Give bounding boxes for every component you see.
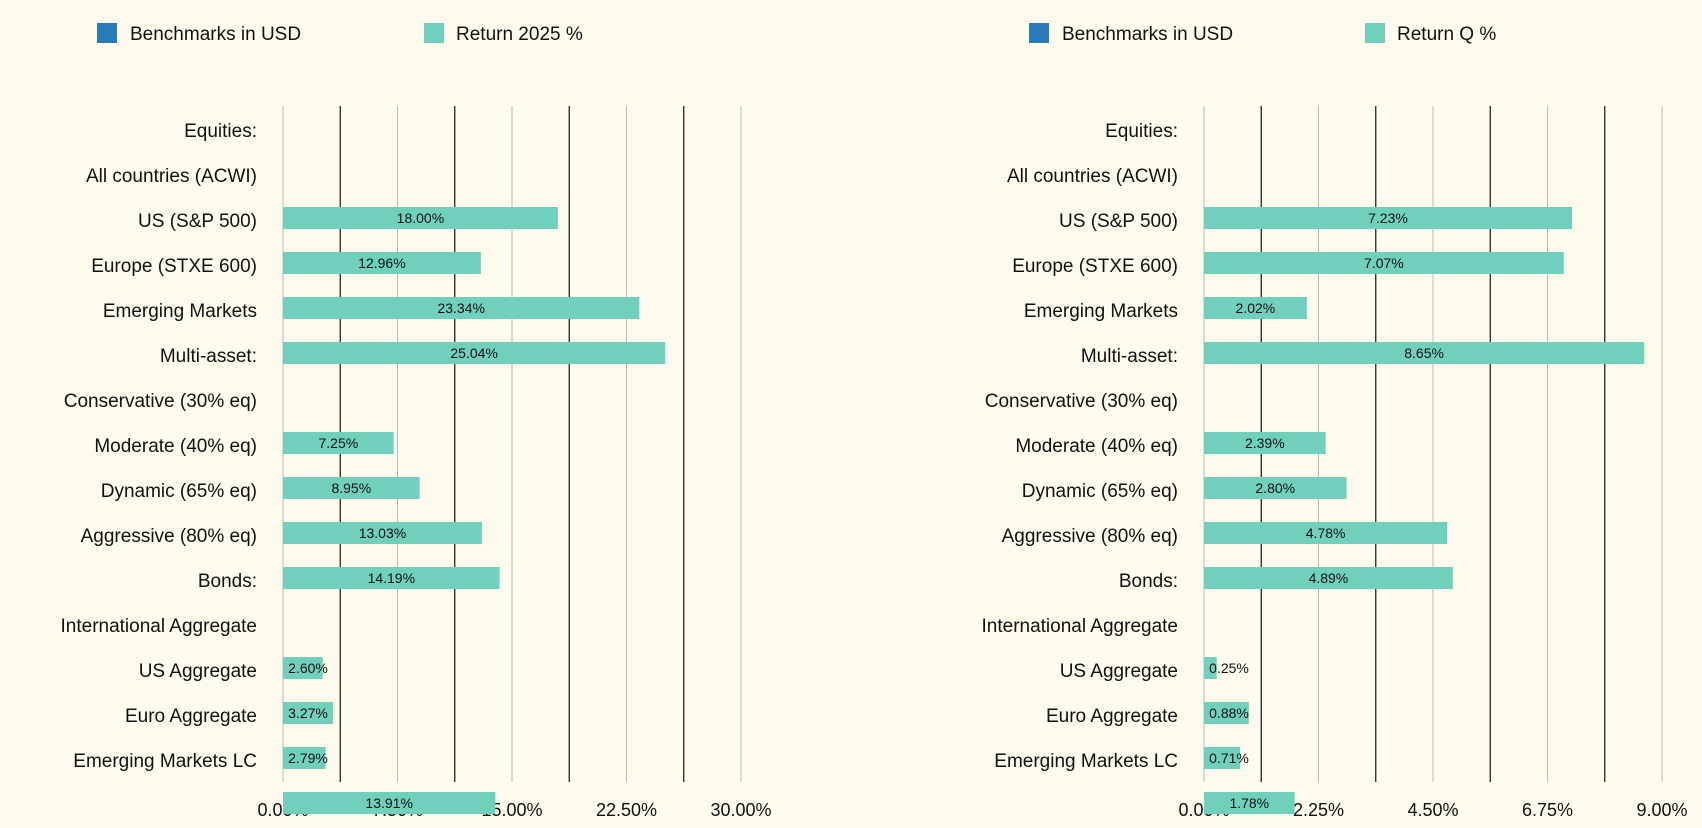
bar — [283, 297, 640, 319]
category-label: Bonds: — [1119, 571, 1178, 592]
bar-data-label: 1.78% — [1229, 795, 1269, 811]
x-tick-label: 2.25% — [1293, 800, 1344, 820]
bar — [283, 522, 482, 544]
bar-data-label: 8.65% — [1404, 345, 1444, 361]
bar-data-label: 0.88% — [1209, 705, 1249, 721]
category-label: Equities: — [184, 121, 257, 142]
bar-data-label: 14.19% — [368, 570, 415, 586]
x-tick-label: 6.75% — [1522, 800, 1573, 820]
category-label: Euro Aggregate — [1046, 706, 1178, 727]
category-label: Bonds: — [198, 571, 257, 592]
bar-data-label: 18.00% — [397, 210, 444, 226]
x-tick-label: 4.50% — [1407, 800, 1458, 820]
bar — [283, 702, 333, 724]
bar — [283, 792, 496, 814]
bar — [1204, 477, 1347, 499]
bar-data-label: 2.39% — [1245, 435, 1285, 451]
bar-data-label: 13.91% — [365, 795, 412, 811]
bar — [283, 477, 420, 499]
chart-2-legend: Benchmarks in USD Return Q % — [1029, 23, 1496, 45]
category-label: Moderate (40% eq) — [1015, 436, 1178, 457]
bar — [283, 432, 394, 454]
category-label: International Aggregate — [982, 616, 1179, 637]
category-label: Multi-asset: — [1081, 346, 1178, 367]
bar — [283, 207, 558, 229]
bar-data-label: 12.96% — [358, 255, 405, 271]
bar — [1204, 252, 1564, 274]
bar — [1204, 792, 1295, 814]
legend-label-return: Return 2025 % — [456, 24, 583, 45]
category-label: Multi-asset: — [160, 346, 257, 367]
bar-data-label: 2.02% — [1236, 300, 1276, 316]
x-tick-label: 15.00% — [481, 800, 542, 820]
bar — [283, 567, 500, 589]
category-label: Aggressive (80% eq) — [1002, 526, 1178, 547]
chart-1-legend: Benchmarks in USD Return 2025 % — [97, 23, 583, 45]
category-label: All countries (ACWI) — [86, 166, 257, 187]
legend-swatch-benchmarks — [97, 23, 117, 43]
bar-data-label: 8.95% — [331, 480, 371, 496]
category-label: Euro Aggregate — [125, 706, 257, 727]
bar — [1204, 567, 1453, 589]
category-label: Equities: — [1105, 121, 1178, 142]
bar — [283, 342, 666, 364]
legend-swatch-return — [424, 23, 444, 43]
bar-data-label: 4.78% — [1306, 525, 1346, 541]
category-label: Conservative (30% eq) — [64, 391, 257, 412]
category-label: US Aggregate — [1060, 661, 1178, 682]
bar-data-label: 13.03% — [359, 525, 406, 541]
bar — [1204, 432, 1326, 454]
bar-data-label: 7.23% — [1368, 210, 1408, 226]
category-label: Moderate (40% eq) — [94, 436, 257, 457]
category-label: Emerging Markets — [103, 301, 257, 322]
category-label: Emerging Markets — [1024, 301, 1178, 322]
bar — [1204, 747, 1241, 769]
bar-data-label: 3.27% — [288, 705, 328, 721]
bar — [283, 747, 326, 769]
bar — [1204, 342, 1645, 364]
bar — [1204, 702, 1249, 724]
category-label: Dynamic (65% eq) — [1022, 481, 1178, 502]
x-tick-label: 30.00% — [710, 800, 771, 820]
category-label: Aggressive (80% eq) — [81, 526, 257, 547]
legend-label-benchmarks: Benchmarks in USD — [1062, 24, 1233, 45]
category-label: Europe (STXE 600) — [91, 256, 257, 277]
category-label: Emerging Markets LC — [73, 751, 257, 772]
bar — [1204, 657, 1217, 679]
legend-label-return: Return Q % — [1397, 24, 1496, 45]
x-tick-label: 9.00% — [1636, 800, 1687, 820]
bar-data-label: 2.79% — [288, 750, 328, 766]
bar — [1204, 207, 1572, 229]
category-label: Dynamic (65% eq) — [101, 481, 257, 502]
bar — [283, 252, 481, 274]
bar-data-label: 7.25% — [318, 435, 358, 451]
bar-data-label: 25.04% — [450, 345, 497, 361]
bar-data-label: 0.71% — [1209, 750, 1249, 766]
bar-data-label: 23.34% — [437, 300, 484, 316]
category-label: US (S&P 500) — [138, 211, 257, 232]
legend-label-benchmarks: Benchmarks in USD — [130, 24, 301, 45]
legend-swatch-return — [1365, 23, 1385, 43]
category-label: US (S&P 500) — [1059, 211, 1178, 232]
bar-data-label: 0.25% — [1209, 660, 1249, 676]
bar-data-label: 4.89% — [1309, 570, 1349, 586]
category-label: International Aggregate — [61, 616, 258, 637]
bar-data-label: 7.07% — [1364, 255, 1404, 271]
bar — [1204, 522, 1448, 544]
x-tick-label: 22.50% — [596, 800, 657, 820]
legend-swatch-benchmarks — [1029, 23, 1049, 43]
bar — [1204, 297, 1307, 319]
bar-data-label: 2.80% — [1255, 480, 1295, 496]
category-label: Conservative (30% eq) — [985, 391, 1178, 412]
category-label: Emerging Markets LC — [994, 751, 1178, 772]
bar-data-label: 2.60% — [288, 660, 328, 676]
bar — [283, 657, 323, 679]
category-label: All countries (ACWI) — [1007, 166, 1178, 187]
category-label: US Aggregate — [139, 661, 257, 682]
category-label: Europe (STXE 600) — [1012, 256, 1178, 277]
